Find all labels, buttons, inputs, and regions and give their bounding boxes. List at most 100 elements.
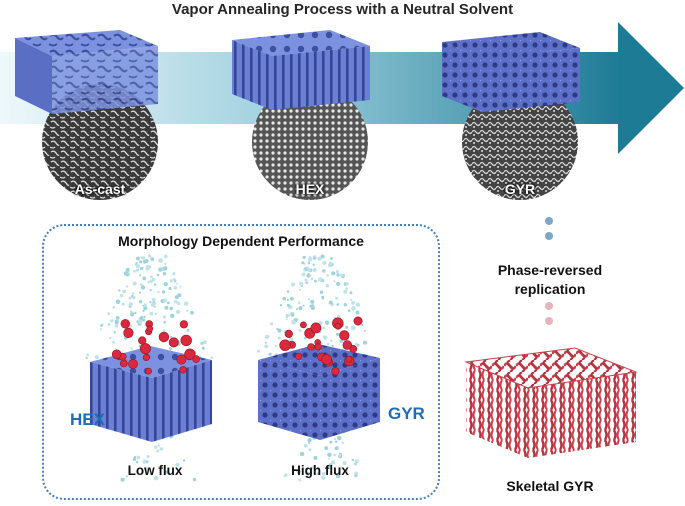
- water-molecule: [306, 273, 311, 278]
- water-molecule: [298, 478, 302, 482]
- connector-dots-bottom: [545, 302, 553, 325]
- water-molecule: [86, 353, 90, 357]
- water-molecule: [321, 471, 326, 476]
- water-molecule: [285, 313, 289, 317]
- water-molecule: [307, 438, 312, 443]
- water-molecule: [112, 306, 116, 309]
- panel-title: Morphology Dependent Performance: [118, 233, 364, 249]
- water-molecule: [303, 337, 307, 340]
- water-molecule: [168, 286, 172, 291]
- solute-sphere: [158, 331, 170, 343]
- water-molecule: [322, 260, 327, 265]
- water-molecule: [201, 346, 205, 350]
- water-molecule: [115, 316, 120, 320]
- water-molecule: [142, 276, 147, 281]
- water-molecule: [270, 322, 274, 326]
- water-molecule: [115, 299, 121, 305]
- solute-sphere: [111, 349, 122, 360]
- water-molecule: [328, 463, 333, 467]
- water-molecule: [138, 291, 142, 294]
- water-molecule: [290, 312, 295, 317]
- water-molecule: [158, 268, 162, 272]
- water-molecule: [295, 308, 299, 311]
- water-molecule: [182, 459, 186, 462]
- water-molecule: [277, 336, 281, 340]
- water-molecule: [336, 281, 341, 286]
- water-molecule: [156, 273, 160, 277]
- water-molecule: [154, 445, 158, 449]
- water-molecule: [139, 260, 143, 264]
- water-molecule: [351, 306, 356, 311]
- water-molecule: [163, 254, 168, 259]
- water-molecule: [310, 277, 314, 281]
- water-molecule: [153, 305, 157, 309]
- water-molecule: [282, 296, 287, 301]
- water-molecule: [149, 311, 154, 316]
- water-molecule: [334, 446, 338, 451]
- water-molecule: [345, 470, 348, 473]
- water-molecule: [314, 279, 317, 283]
- water-molecule: [163, 282, 168, 287]
- water-molecule: [307, 471, 310, 474]
- water-molecule: [128, 302, 133, 307]
- water-molecule: [161, 290, 166, 294]
- water-molecule: [164, 305, 169, 310]
- water-molecule: [139, 283, 143, 287]
- water-molecule: [331, 344, 334, 348]
- water-molecule: [85, 356, 88, 359]
- water-molecule: [275, 344, 278, 347]
- water-molecule: [162, 315, 166, 319]
- water-molecule: [126, 475, 128, 478]
- water-molecule: [298, 329, 302, 332]
- water-molecule: [163, 320, 166, 324]
- water-molecule: [153, 283, 157, 286]
- water-molecule: [333, 280, 336, 283]
- hex-micrograph: [252, 84, 368, 200]
- water-molecule: [354, 342, 357, 345]
- solute-sphere: [146, 325, 154, 333]
- water-molecule: [140, 266, 144, 271]
- water-molecule: [162, 298, 167, 303]
- water-molecule: [312, 263, 315, 266]
- water-molecule: [210, 356, 214, 359]
- solute-sphere: [295, 352, 303, 360]
- gyr-membrane-block: [442, 32, 580, 112]
- water-molecule: [299, 281, 304, 286]
- water-molecule: [135, 264, 140, 269]
- water-molecule: [264, 334, 269, 339]
- water-molecule: [277, 328, 282, 333]
- water-molecule: [304, 278, 308, 282]
- water-molecule: [333, 438, 337, 441]
- water-molecule: [291, 297, 294, 300]
- water-molecule: [345, 282, 349, 286]
- water-molecule: [200, 341, 204, 345]
- water-molecule: [169, 279, 173, 283]
- water-molecule: [264, 341, 267, 344]
- water-molecule: [299, 451, 305, 457]
- water-molecule: [355, 310, 360, 315]
- water-molecule: [94, 355, 99, 360]
- water-molecule: [186, 309, 189, 312]
- water-molecule: [291, 320, 296, 325]
- water-molecule: [177, 293, 182, 298]
- solute-sphere: [138, 336, 147, 345]
- water-molecule: [355, 302, 361, 307]
- as-cast-membrane-block: [15, 30, 158, 114]
- water-molecule: [143, 306, 148, 311]
- water-molecule: [354, 459, 359, 464]
- water-molecule: [134, 311, 137, 315]
- water-molecule: [123, 271, 128, 276]
- water-molecule: [119, 293, 124, 298]
- water-molecule: [328, 261, 333, 266]
- water-molecule: [323, 270, 326, 273]
- water-molecule: [330, 257, 333, 260]
- water-molecule: [286, 303, 290, 307]
- water-molecule: [136, 256, 140, 261]
- water-molecule: [146, 264, 150, 269]
- solute-sphere: [353, 316, 363, 326]
- water-molecule: [318, 277, 323, 282]
- solute-sphere: [120, 319, 131, 329]
- water-molecule: [316, 472, 319, 475]
- water-molecule: [125, 267, 130, 272]
- water-molecule: [166, 301, 170, 305]
